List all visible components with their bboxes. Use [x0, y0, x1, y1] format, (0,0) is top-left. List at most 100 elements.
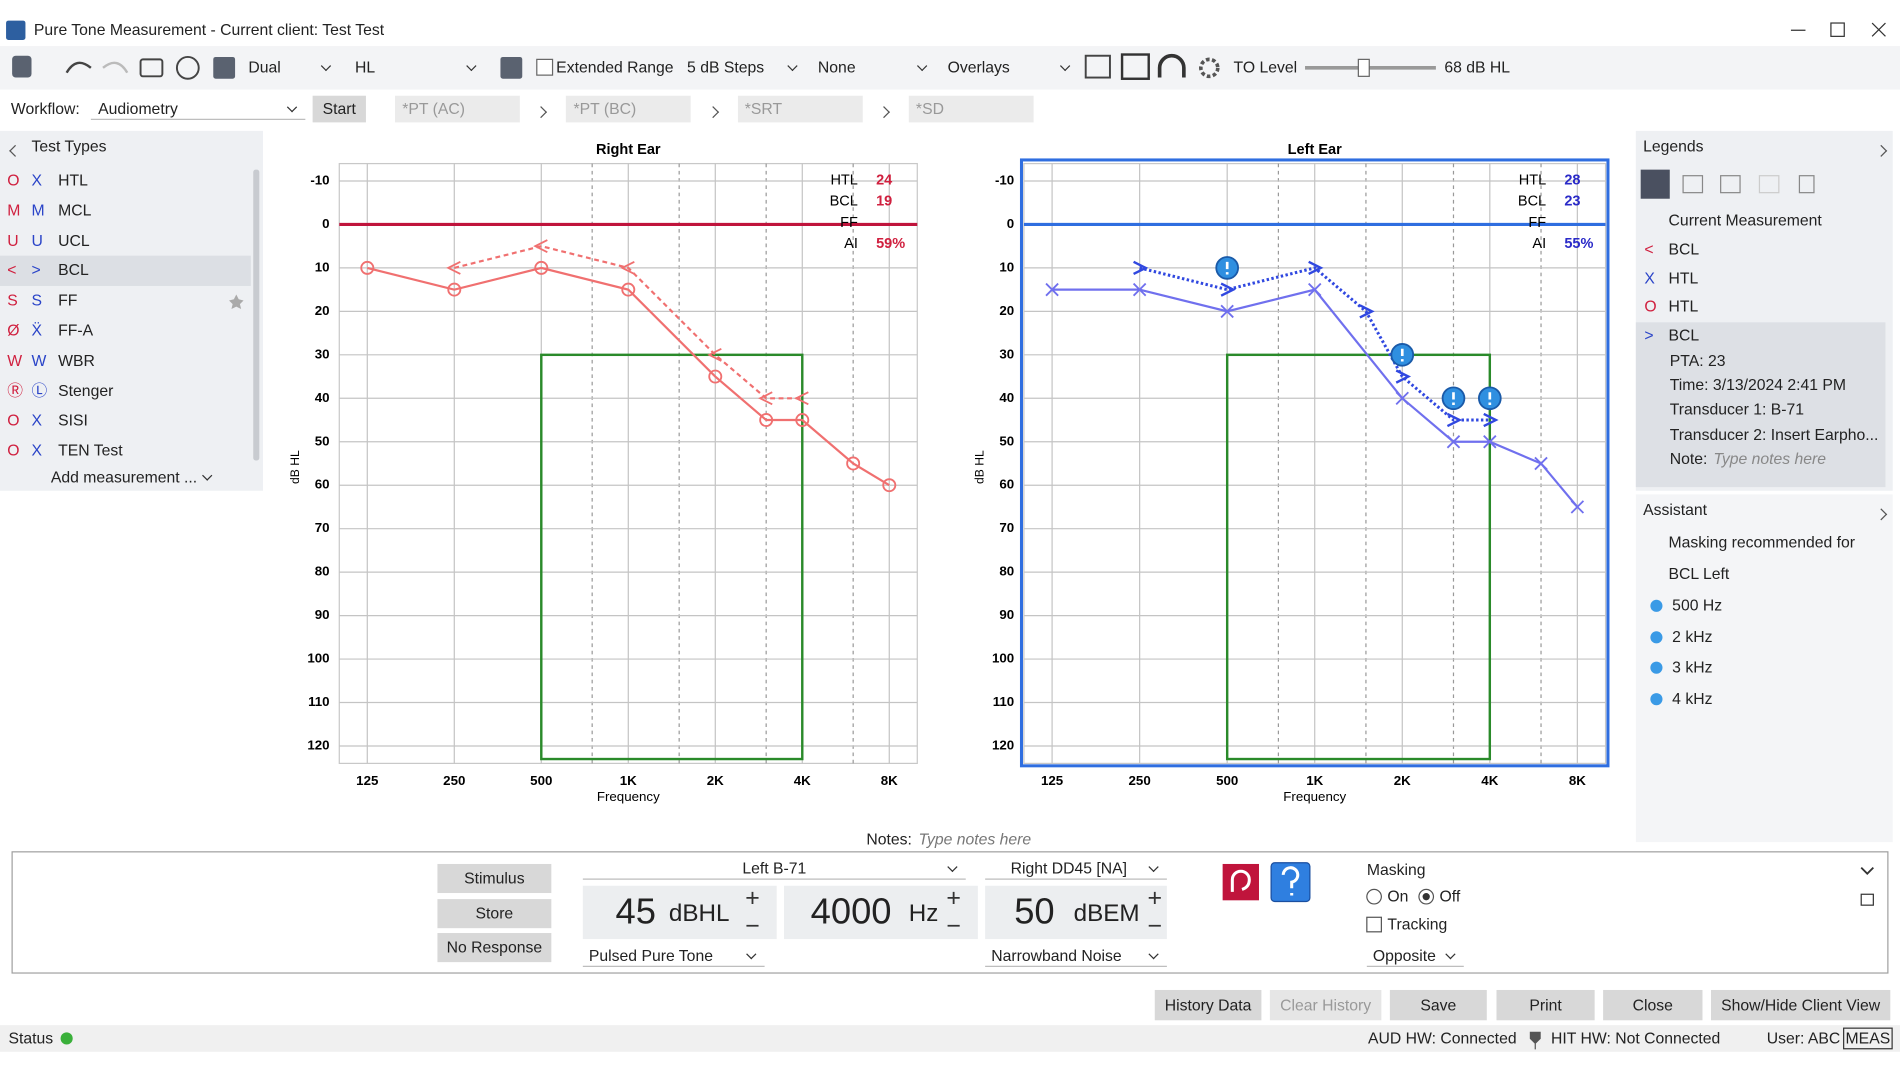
legend-label[interactable]: HTL: [1668, 268, 1699, 287]
right-symbol[interactable]: W: [7, 351, 23, 370]
stimulus-signal[interactable]: Pulsed Pure Tone: [582, 945, 765, 967]
mode-dropdown[interactable]: Dual: [242, 57, 339, 79]
control-button[interactable]: Stimulus: [437, 863, 552, 894]
step-buttons[interactable]: [746, 891, 1161, 927]
print-icon[interactable]: [139, 58, 164, 78]
test-type-label[interactable]: FF: [58, 291, 78, 310]
test-type-label[interactable]: Stenger: [58, 381, 114, 400]
test-type-label[interactable]: BCL: [58, 260, 89, 280]
action-button[interactable]: History Data: [1154, 989, 1262, 1021]
extended-range-checkbox[interactable]: [536, 58, 554, 76]
assistant-group[interactable]: BCL Left: [1668, 564, 1730, 583]
ear-button[interactable]: [1222, 863, 1259, 901]
slider-thumb[interactable]: [1357, 58, 1370, 77]
right-symbol[interactable]: O: [7, 411, 20, 430]
maximize-button[interactable]: [1830, 22, 1845, 37]
right-symbol[interactable]: Ⓡ: [7, 381, 24, 400]
left-symbol[interactable]: W: [31, 351, 47, 370]
legend-label[interactable]: BCL: [1668, 326, 1700, 345]
masking-tracking[interactable]: Tracking: [1387, 914, 1448, 934]
left-symbol[interactable]: U: [31, 230, 43, 250]
legend-symbol[interactable]: >: [1644, 326, 1654, 345]
menu-icon[interactable]: [12, 55, 32, 78]
legend-tool[interactable]: [1720, 175, 1741, 194]
legend-tool[interactable]: [1640, 169, 1670, 199]
masking-side[interactable]: Opposite: [1366, 945, 1464, 967]
section-title[interactable]: Current Measurement: [1668, 210, 1822, 230]
radio-on[interactable]: [1366, 888, 1382, 905]
right-symbol[interactable]: S: [7, 291, 18, 310]
scale-dropdown[interactable]: HL: [349, 57, 485, 79]
right-symbol[interactable]: <: [7, 260, 17, 280]
legend-label[interactable]: BCL: [1668, 239, 1700, 259]
legend-symbol[interactable]: <: [1644, 239, 1654, 259]
workflow-step[interactable]: *PT (AC): [395, 95, 520, 123]
expand-arrow[interactable]: [1877, 504, 1887, 519]
screen-icon[interactable]: [1120, 53, 1150, 80]
assistant-item[interactable]: 500 Hz: [1672, 596, 1723, 615]
left-symbol[interactable]: M: [31, 200, 45, 220]
workflow-step[interactable]: *PT (BC): [566, 95, 692, 123]
action-button[interactable]: Save: [1389, 989, 1487, 1021]
expand-arrow[interactable]: [1877, 141, 1887, 156]
masker-level-box[interactable]: [985, 885, 1167, 940]
left-symbol[interactable]: Ⓛ: [31, 381, 48, 400]
hf-icon[interactable]: [500, 56, 523, 79]
extended-range-label[interactable]: Extended Range: [556, 58, 674, 77]
test-type-label[interactable]: FF-A: [58, 321, 94, 340]
notes-input[interactable]: Type notes here: [918, 830, 1032, 849]
test-type-label[interactable]: WBR: [58, 351, 95, 370]
test-type-label[interactable]: HTL: [58, 170, 88, 190]
stimulus-transducer[interactable]: Left B-71: [582, 858, 966, 880]
overlays-dropdown[interactable]: Overlays: [943, 57, 1079, 79]
control-button[interactable]: No Response: [437, 933, 552, 963]
filter-dropdown[interactable]: None: [812, 57, 936, 79]
masking-on[interactable]: On: [1387, 886, 1409, 906]
assistant-item[interactable]: 3 kHz: [1672, 658, 1713, 677]
action-button[interactable]: Print: [1496, 989, 1595, 1021]
level-box[interactable]: [582, 885, 777, 940]
top-icon[interactable]: [213, 56, 236, 79]
favorite-star[interactable]: [229, 294, 244, 309]
test-type-label[interactable]: SISI: [58, 411, 88, 430]
assistant-item[interactable]: 2 kHz: [1672, 627, 1713, 646]
legend-label[interactable]: HTL: [1668, 297, 1699, 316]
start-button[interactable]: Start: [312, 95, 366, 123]
right-symbol[interactable]: O: [7, 441, 20, 460]
legend-symbol[interactable]: O: [1644, 297, 1657, 316]
undo-icon[interactable]: [65, 61, 92, 74]
delete-tool[interactable]: [1798, 175, 1815, 194]
right-symbol[interactable]: M: [7, 200, 21, 220]
tracking-checkbox[interactable]: [1366, 916, 1382, 933]
test-type-label[interactable]: TEN Test: [58, 441, 123, 460]
left-symbol[interactable]: X: [31, 170, 43, 190]
left-symbol[interactable]: >: [31, 260, 41, 280]
help-icon[interactable]: [175, 55, 200, 80]
close-button[interactable]: [1871, 22, 1886, 37]
legend-tool[interactable]: [1682, 175, 1704, 194]
note-input[interactable]: Type notes here: [1713, 449, 1827, 468]
right-symbol[interactable]: U: [7, 230, 19, 250]
test-type-label[interactable]: UCL: [58, 230, 90, 250]
control-button[interactable]: Store: [437, 898, 552, 928]
right-symbol[interactable]: Ø: [7, 321, 20, 340]
detach-icon[interactable]: [1860, 893, 1874, 906]
action-button[interactable]: Show/Hide Client View: [1710, 989, 1891, 1021]
masker-signal[interactable]: Narrowband Noise: [985, 945, 1167, 967]
left-symbol[interactable]: S: [31, 291, 43, 310]
frequency-box[interactable]: [783, 885, 978, 940]
left-symbol[interactable]: Ẍ: [31, 321, 43, 340]
masking-off[interactable]: Off: [1439, 886, 1461, 906]
action-button[interactable]: Close: [1603, 989, 1703, 1021]
workflow-step[interactable]: *SRT: [737, 95, 863, 123]
assistant-heading[interactable]: Masking recommended for: [1668, 533, 1856, 552]
test-type-label[interactable]: MCL: [58, 200, 92, 220]
right-symbol[interactable]: O: [7, 170, 20, 190]
assistant-item[interactable]: 4 kHz: [1672, 689, 1713, 708]
workflow-dropdown[interactable]: Audiometry: [90, 98, 306, 120]
left-symbol[interactable]: X: [31, 411, 43, 430]
steps-dropdown[interactable]: 5 dB Steps: [682, 57, 806, 79]
headphone-icon[interactable]: [1157, 53, 1186, 78]
workflow-step[interactable]: *SD: [908, 95, 1034, 123]
masker-transducer[interactable]: Right DD45 [NA]: [985, 858, 1167, 880]
